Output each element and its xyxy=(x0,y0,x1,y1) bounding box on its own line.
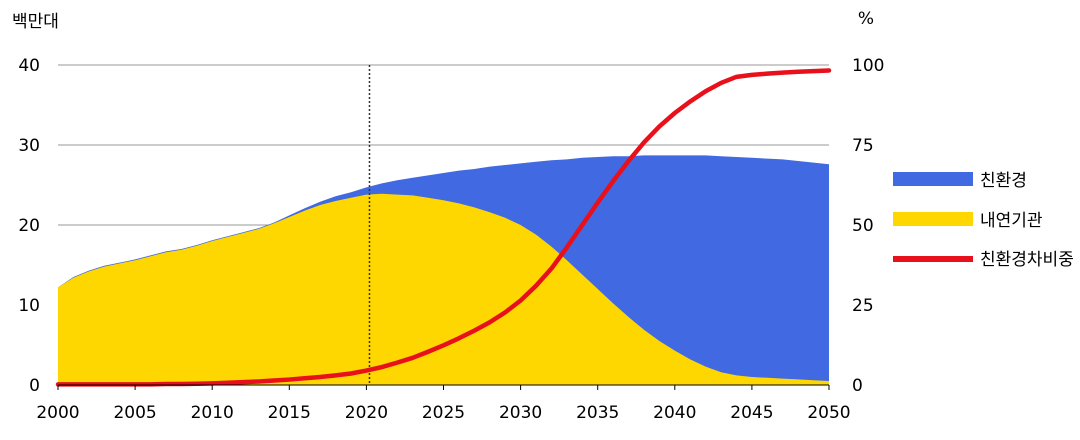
left-tick-label: 0 xyxy=(29,376,40,396)
x-tick-label: 2045 xyxy=(730,403,773,423)
area-layers xyxy=(58,155,829,385)
right-axis-ticks: 0 25 50 75 100 xyxy=(852,56,884,396)
x-tick-label: 2035 xyxy=(576,403,619,423)
line-series-share xyxy=(55,68,832,387)
right-axis-unit: % xyxy=(858,9,874,29)
legend-item-eco: 친환경 xyxy=(893,171,1027,191)
left-tick-label: 10 xyxy=(18,296,40,316)
x-axis-ticks: 2000 2005 2010 2015 2020 2025 2030 2035 2040 2045… xyxy=(36,385,851,423)
legend-swatch-ice xyxy=(893,212,973,226)
x-tick-label: 2025 xyxy=(422,403,465,423)
legend-label-ice: 내연기관 xyxy=(980,211,1043,231)
x-tick-label: 2030 xyxy=(499,403,542,423)
legend-label-share: 친환경차비중 xyxy=(980,250,1074,270)
right-tick-label: 50 xyxy=(852,216,874,236)
x-tick-label: 2010 xyxy=(191,403,234,423)
x-tick-label: 2000 xyxy=(36,403,79,423)
left-axis-unit: 백만대 xyxy=(12,12,59,32)
right-tick-label: 25 xyxy=(852,296,874,316)
x-tick-label: 2040 xyxy=(653,403,696,423)
right-tick-label: 75 xyxy=(852,136,874,156)
legend-swatch-eco xyxy=(893,172,973,186)
line-layers xyxy=(55,68,832,387)
right-tick-label: 100 xyxy=(852,56,884,76)
left-tick-label: 40 xyxy=(18,56,40,76)
area-series-ice xyxy=(58,193,829,385)
x-tick-label: 2050 xyxy=(807,403,850,423)
left-axis-ticks: 0 10 20 30 40 xyxy=(18,56,40,396)
left-tick-label: 20 xyxy=(18,216,40,236)
legend-label-eco: 친환경 xyxy=(980,171,1027,191)
legend-item-ice: 내연기관 xyxy=(893,211,1043,231)
legend: 친환경 내연기관 친환경차비중 xyxy=(893,171,1074,270)
right-tick-label: 0 xyxy=(852,376,863,396)
x-tick-label: 2005 xyxy=(113,403,156,423)
x-tick-label: 2020 xyxy=(345,403,388,423)
legend-item-share: 친환경차비중 xyxy=(893,250,1074,270)
x-tick-label: 2015 xyxy=(268,403,311,423)
left-tick-label: 30 xyxy=(18,136,40,156)
